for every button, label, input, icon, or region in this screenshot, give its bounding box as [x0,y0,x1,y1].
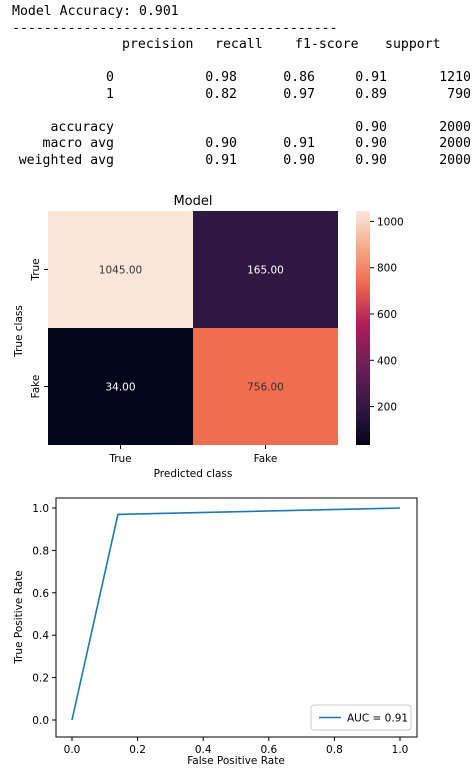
precision-value: 0.90 [114,136,237,153]
colorbar-tick-label: 400 [377,355,397,367]
recall-value: 0.86 [237,70,315,87]
heatmap-cell-label: 1045.00 [99,265,142,277]
heatmap-x-tick-label: True [108,453,131,465]
colorbar [356,211,370,445]
row-label: accuracy [12,120,114,137]
roc-y-tick-label: 0.6 [32,588,49,600]
report-row: accuracy 0.90 2000 [12,120,471,137]
row-label: macro avg [12,136,114,153]
roc-y-tick-label: 1.0 [32,503,49,515]
precision-value: 0.91 [114,153,237,170]
colorbar-tick-label: 800 [377,263,397,275]
roc-curve-chart: 0.0 0.2 0.4 0.6 0.8 1.00.00.20.40.60.81.0 AUC… [0,492,473,772]
support-value: 2000 [387,136,471,153]
separator-line: ----------------------------------------… [12,21,471,38]
recall-value: 0.91 [237,136,315,153]
f1-value: 0.90 [315,136,387,153]
roc-y-tick-label: 0.2 [32,673,49,685]
classification-report: Model Accuracy: 0.901 -------------------… [12,4,471,169]
colorbar-tick-label: 1000 [377,216,404,228]
heatmap-x-tick-label: Fake [254,453,278,465]
roc-x-tick-label: 0.8 [326,744,343,756]
report-row: macro avg 0.90 0.91 0.90 2000 [12,136,471,153]
row-label: 0 [12,70,114,87]
column-header: precision [122,37,215,54]
roc-y-axis-label: True Positive Rate [13,570,25,665]
accuracy-line: Model Accuracy: 0.901 [12,4,471,21]
report-row: weighted avg 0.91 0.90 0.90 2000 [12,153,471,170]
precision-value: 0.98 [114,70,237,87]
row-label: weighted avg [12,153,114,170]
roc-y-tick-label: 0.0 [32,715,49,727]
f1-value: 0.90 [315,120,387,137]
roc-y-tick-label: 0.4 [32,630,49,642]
heatmap-y-axis-label: True class [13,305,25,358]
column-header: recall [215,37,295,54]
heatmap-y-tick-label: Fake [30,375,42,399]
roc-x-tick-label: 1.0 [392,744,409,756]
f1-value: 0.91 [315,70,387,87]
heatmap-y-tick-label: True [30,258,42,281]
f1-value: 0.89 [315,87,387,104]
f1-value: 0.90 [315,153,387,170]
roc-x-tick-label: 0.2 [129,744,146,756]
row-label: 1 [12,87,114,104]
roc-plot-frame [56,498,417,737]
roc-x-axis-label: False Positive Rate [187,755,285,767]
column-header: f1-score [295,37,385,54]
column-header: support [385,37,441,54]
roc-series-line [72,508,400,720]
heatmap-title: Model [173,194,212,209]
heatmap-cell-label: 34.00 [105,382,135,394]
recall-value: 0.97 [237,87,315,104]
heatmap-x-axis-label: Predicted class [154,468,233,480]
support-value: 2000 [387,120,471,137]
support-value: 1210 [387,70,471,87]
precision-value: 0.82 [114,87,237,104]
recall-value: 0.90 [237,153,315,170]
support-value: 2000 [387,153,471,170]
confusion-matrix-heatmap: Model 1045.00 165.00 34.00 756.00 200 400 600… [0,186,473,486]
report-row: 0 0.98 0.86 0.91 1210 [12,70,471,87]
roc-legend: AUC = 0.91 [311,705,411,730]
report-row: 1 0.82 0.97 0.89 790 [12,87,471,104]
heatmap-cell-label: 756.00 [247,382,284,394]
colorbar-tick-label: 600 [377,309,397,321]
heatmap-cell-label: 165.00 [247,265,284,277]
support-value: 790 [387,87,471,104]
roc-legend-label: AUC = 0.91 [347,713,408,725]
colorbar-tick-label: 200 [377,402,397,414]
roc-x-tick-label: 0.0 [64,744,81,756]
roc-y-tick-label: 0.8 [32,545,49,557]
report-header-row: precision recall f1-score support [12,37,471,54]
